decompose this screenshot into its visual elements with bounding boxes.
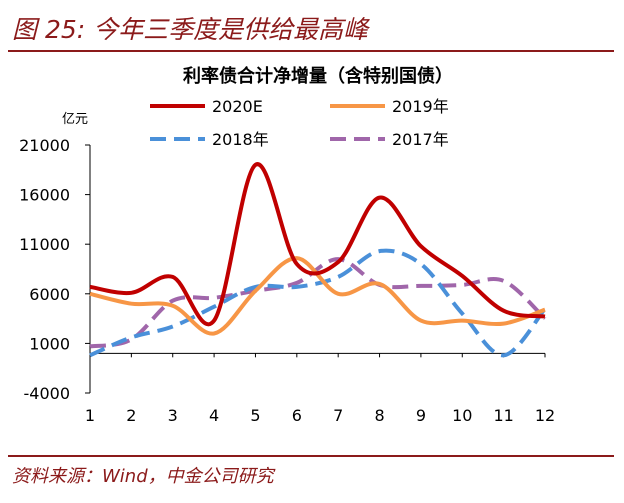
y-tick-label: 11000 — [19, 235, 70, 254]
series-line-0 — [89, 162, 546, 327]
series-line-3 — [89, 257, 547, 349]
x-tick-label: 6 — [292, 406, 302, 425]
axes — [85, 144, 546, 394]
x-tick-label: 4 — [209, 406, 219, 425]
x-tick-label: 10 — [452, 406, 472, 425]
y-tick-label: 1000 — [29, 334, 70, 353]
legend-label-1: 2019年 — [392, 97, 449, 116]
source-note: 资料来源：Wind，中金公司研究 — [12, 466, 274, 487]
x-tick-label: 7 — [333, 406, 343, 425]
x-tick-label: 3 — [168, 406, 178, 425]
bottom-rule — [8, 455, 614, 457]
figure-title: 图 25: 今年三季度是供给最高峰 — [12, 15, 369, 44]
y-tick-label: -4000 — [24, 384, 71, 403]
x-tick-label: 8 — [374, 406, 384, 425]
x-tick-label: 2 — [126, 406, 136, 425]
chart-title: 利率债合计净增量（含特别国债） — [183, 65, 453, 87]
legend-label-0: 2020E — [212, 97, 263, 116]
series-group — [89, 162, 547, 358]
y-tick-label: 21000 — [19, 136, 70, 155]
legend-label-2: 2018年 — [212, 130, 269, 149]
legend-label-3: 2017年 — [392, 130, 449, 149]
y-axis-unit: 亿元 — [62, 112, 88, 127]
y-tick-label: 6000 — [29, 285, 70, 304]
x-tick-label: 5 — [250, 406, 260, 425]
x-tick-label: 11 — [493, 406, 513, 425]
x-tick-label: 12 — [535, 406, 555, 425]
top-rule — [8, 50, 614, 52]
legend: 2020E 2019年 2018年 2017年 — [150, 97, 449, 149]
y-tick-label: 16000 — [19, 186, 70, 205]
x-tick-label: 9 — [416, 406, 426, 425]
x-tick-label: 1 — [85, 406, 95, 425]
